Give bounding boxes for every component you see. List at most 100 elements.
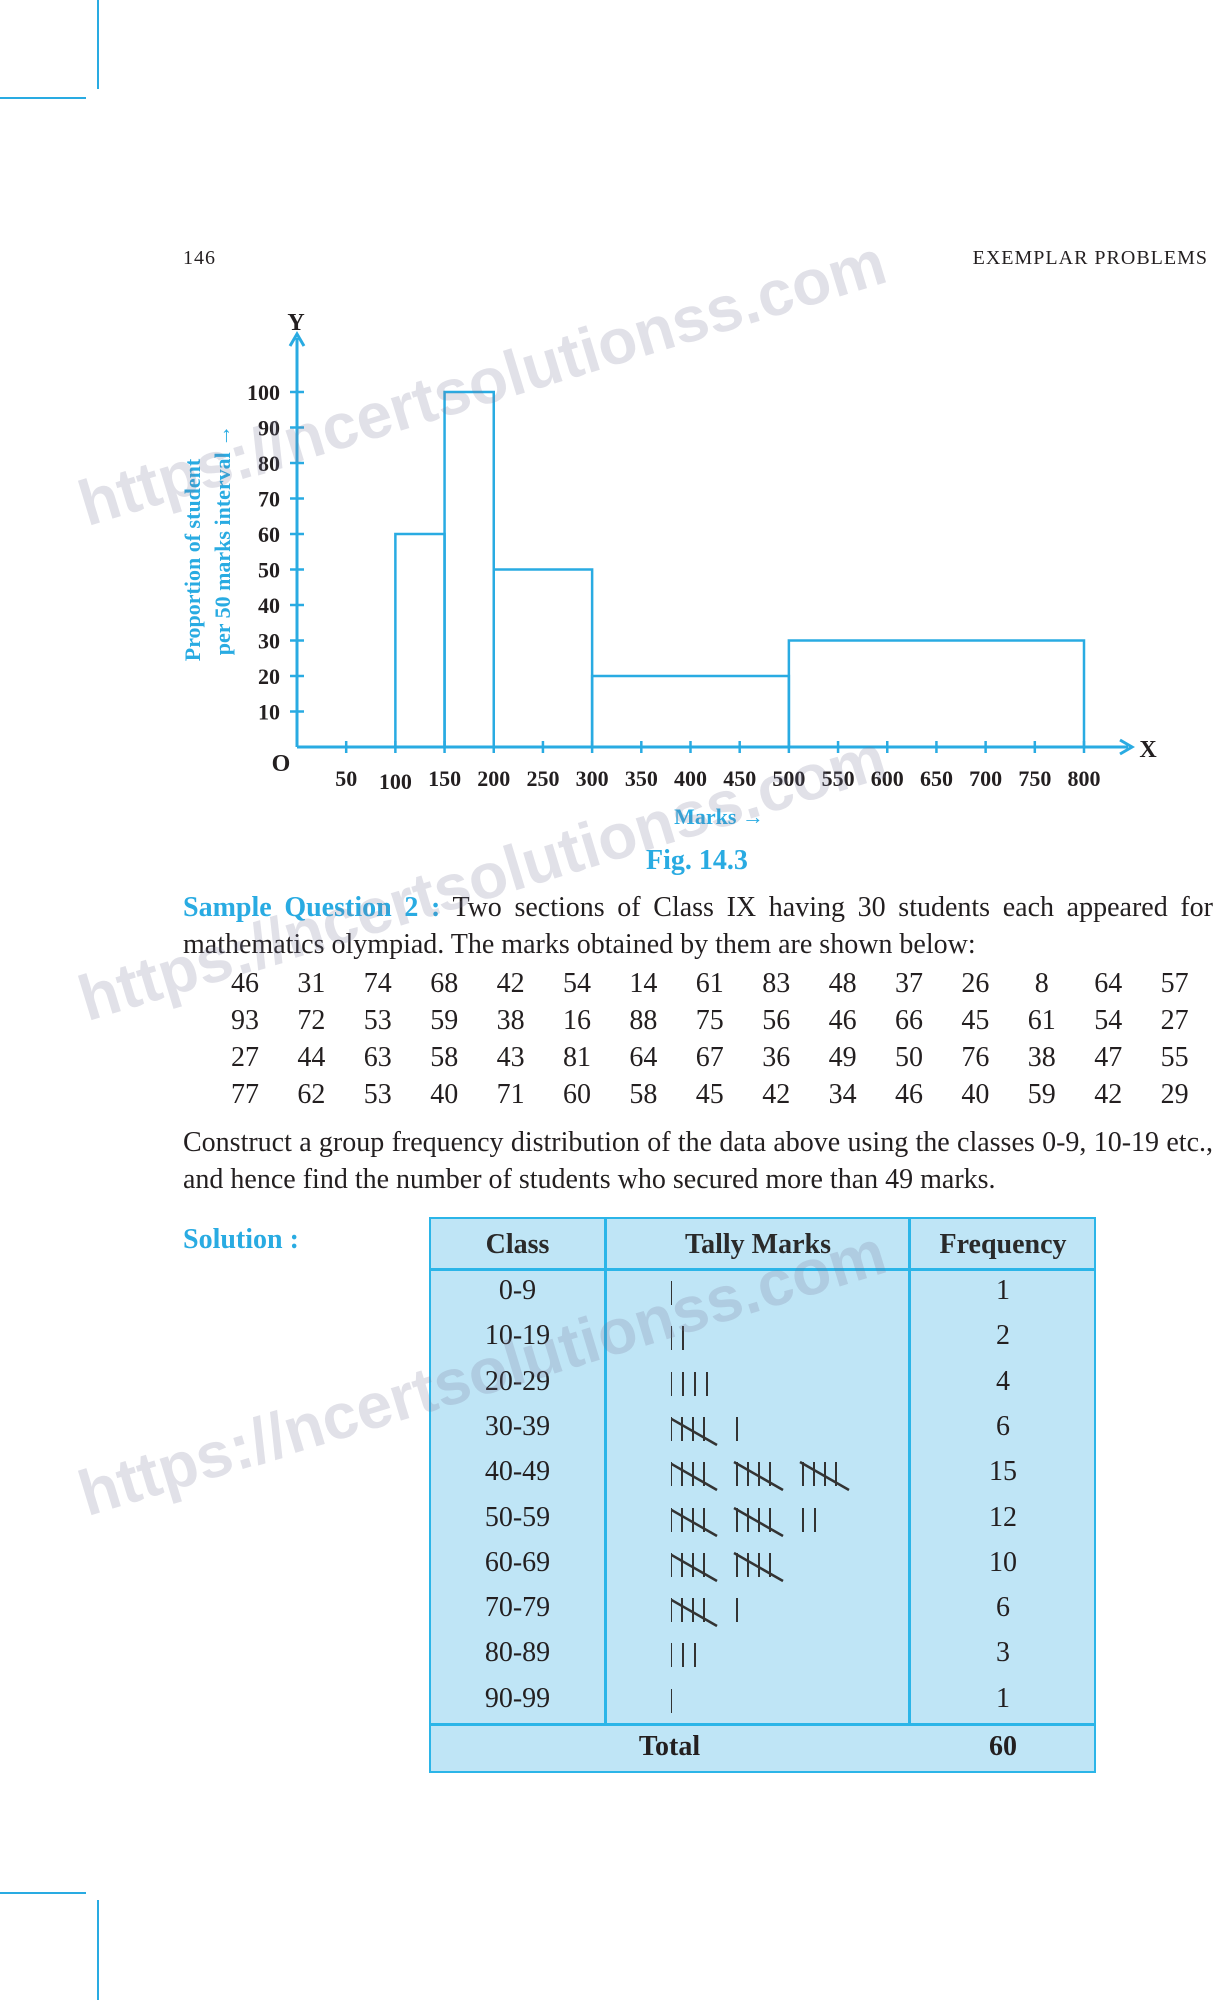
data-value: 36: [762, 1042, 791, 1073]
data-value: 58: [629, 1079, 658, 1110]
tally-marks: [671, 1461, 850, 1492]
data-value: 81: [563, 1042, 591, 1073]
data-value: 68: [430, 968, 459, 999]
data-value: 77: [231, 1079, 259, 1110]
origin-label: O: [272, 751, 291, 777]
tally-cross-stroke: [733, 1506, 784, 1537]
y-axis-label: Proportion of student: [180, 458, 205, 661]
frequency-cell: 1: [996, 1275, 1010, 1306]
class-cell: 80-89: [484, 1637, 551, 1669]
class-cell: 20-29: [484, 1365, 551, 1397]
data-value: 48: [828, 968, 857, 999]
data-value: 38: [1027, 1042, 1056, 1073]
histogram-bar: [787, 639, 1086, 749]
data-value: 49: [828, 1042, 857, 1073]
data-value: 66: [895, 1005, 923, 1036]
class-cell: 10-19: [484, 1320, 551, 1352]
data-value: 34: [828, 1079, 857, 1110]
tally-cross-stroke: [671, 1417, 718, 1446]
tally-cross-stroke: [733, 1461, 784, 1492]
x-tick-label: 200: [477, 766, 510, 791]
y-tick-label: 30: [258, 629, 280, 654]
x-tick-label: 800: [1068, 766, 1101, 791]
x-tick-label: 300: [576, 766, 609, 791]
tally-marks: [671, 1326, 684, 1351]
table-row: 90-99 1: [431, 1679, 1094, 1724]
tally-cross-stroke: [671, 1598, 718, 1628]
data-value: 61: [1027, 1005, 1056, 1036]
frequency-cell: 3: [996, 1637, 1010, 1669]
y-tick-label: 20: [258, 664, 280, 689]
class-cell: 70-79: [484, 1592, 551, 1624]
x-tick-label: 400: [674, 766, 707, 791]
frequency-cell: 12: [989, 1501, 1017, 1533]
header-frequency: Frequency: [939, 1229, 1067, 1260]
histogram-bar: [492, 568, 594, 749]
data-value: 42: [496, 968, 525, 999]
data-value: 61: [695, 968, 724, 999]
y-tick-label: 50: [258, 558, 280, 583]
y-axis-label: per 50 marks interval →: [210, 425, 235, 656]
x-tick-label: 750: [1018, 766, 1051, 791]
frequency-cell: 10: [989, 1546, 1017, 1578]
data-value: 67: [695, 1042, 724, 1073]
data-value: 46: [828, 1005, 857, 1036]
x-tick-label: 500: [772, 766, 805, 791]
data-value: 71: [496, 1079, 525, 1110]
data-value: 8: [1034, 968, 1049, 999]
y-tick-label: 80: [258, 451, 280, 476]
data-value: 26: [961, 968, 990, 999]
question-label: Sample Question 2 :: [183, 892, 441, 923]
y-tick-label: 60: [258, 522, 280, 547]
data-value: 64: [1094, 968, 1123, 999]
x-tick-label: 650: [920, 766, 953, 791]
page-number: 146: [183, 247, 216, 269]
data-value: 46: [895, 1079, 923, 1110]
x-tick-label: 450: [723, 766, 756, 791]
x-tick-label: 350: [625, 766, 658, 791]
table-row: 10-19 2: [431, 1316, 1094, 1361]
x-axis-letter: X: [1139, 737, 1157, 763]
data-value: 62: [297, 1079, 326, 1110]
data-value: 56: [762, 1005, 791, 1036]
data-value: 63: [363, 1042, 392, 1073]
class-cell: 50-59: [484, 1501, 551, 1533]
data-value: 42: [762, 1079, 791, 1110]
data-value: 29: [1160, 1079, 1189, 1110]
data-value: 43: [496, 1042, 525, 1073]
tally-cross-stroke: [799, 1461, 850, 1492]
data-row: 27 44 63 58 43 81 64 67 36 49 50 76 38 47 55: [215, 1042, 1215, 1078]
question-text: Two sections of Class IX having 30 stude…: [183, 892, 1213, 960]
data-row: 46 31 74 68 42 54 14 61 83 48 37 26 8 64 57: [215, 968, 1215, 1004]
divider: [431, 1723, 1094, 1726]
crop-mark: [97, 0, 99, 89]
x-axis-label: Marks →: [674, 804, 764, 829]
crop-mark: [0, 97, 86, 99]
data-value: 72: [297, 1005, 326, 1036]
data-value: 64: [629, 1042, 658, 1073]
data-value: 46: [231, 968, 259, 999]
y-tick-label: 100: [247, 380, 280, 405]
x-tick-label: 250: [526, 766, 559, 791]
data-value: 45: [961, 1005, 990, 1036]
table-row: 20-29 4: [431, 1362, 1094, 1407]
x-tick-label: 700: [969, 766, 1002, 791]
data-value: 16: [563, 1005, 591, 1036]
histogram-bar: [590, 674, 791, 749]
class-cell: 0-9: [498, 1275, 537, 1306]
x-tick-label: 150: [428, 766, 461, 791]
data-value: 42: [1094, 1079, 1123, 1110]
data-value: 37: [895, 968, 923, 999]
tally-cross-stroke: [671, 1553, 718, 1582]
data-value: 88: [629, 1005, 658, 1036]
data-value: 40: [430, 1079, 459, 1110]
table-row: 80-89 3: [431, 1633, 1094, 1678]
data-row: 77 62 53 40 71 60 58 45 42 34 46 40 59 42 29: [215, 1079, 1215, 1115]
data-value: 38: [496, 1005, 525, 1036]
tally-marks: [671, 1598, 738, 1628]
frequency-cell: 15: [989, 1456, 1017, 1488]
data-value: 44: [297, 1042, 326, 1073]
data-value: 54: [1094, 1005, 1123, 1036]
y-tick-label: 10: [258, 700, 280, 725]
data-value: 54: [563, 968, 591, 999]
